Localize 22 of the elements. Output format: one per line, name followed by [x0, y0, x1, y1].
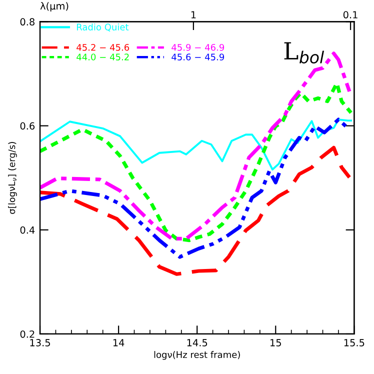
legend-label: 45.6 − 45.9 [172, 54, 224, 60]
y-tick-label: 0.8 [20, 18, 34, 26]
x-axis-title: logν(Hz rest frame) [154, 351, 240, 360]
x-tick-label: 15.5 [344, 339, 364, 346]
text: Radio Quiet [77, 24, 129, 32]
x-tick-label: 13.5 [30, 339, 50, 346]
y-tick-label: 0.4 [20, 226, 35, 234]
text: 44.0 − 45.2 [76, 54, 129, 60]
line-series [40, 146, 352, 276]
x-tick-label: 15 [270, 339, 281, 346]
x-tick-label: 14.5 [187, 339, 208, 346]
y-axis-title: σ[logνL$_{ν}$] (erg/s) [8, 142, 17, 214]
line-series [40, 118, 352, 170]
x-tick-label: 14 [113, 339, 124, 346]
x2-tick-label: 0.1 [343, 11, 358, 18]
y-tick-label: 0.6 [20, 122, 35, 130]
annotation: L$_{bol}$ [284, 42, 324, 64]
text: 45.2 − 45.6 [76, 44, 130, 51]
y-tick-label: 0.2 [20, 330, 34, 338]
x2-axis-title: λ(μm) [40, 2, 68, 12]
legend-label: 45.9 − 46.9 [172, 44, 224, 51]
x2-tick-label: 1 [191, 11, 196, 18]
